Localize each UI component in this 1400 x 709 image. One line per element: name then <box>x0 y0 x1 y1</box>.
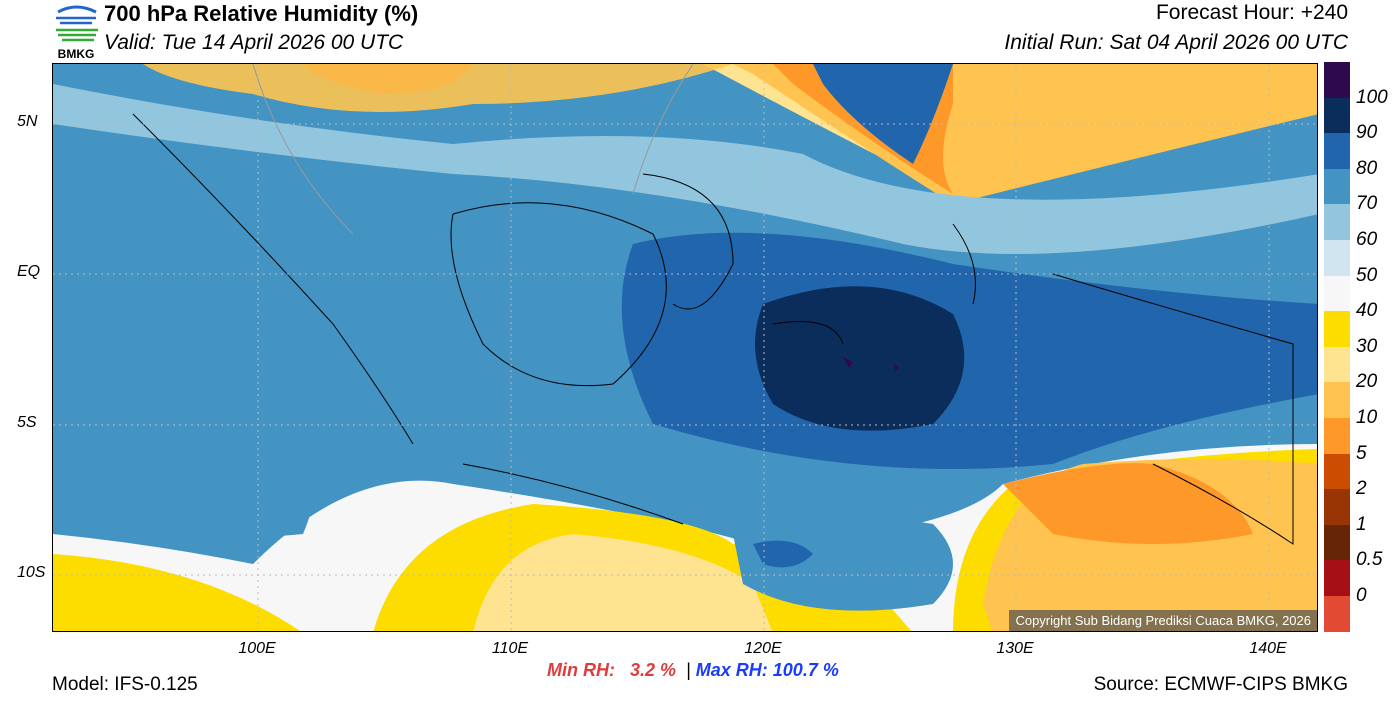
colorbar-bin <box>1324 595 1350 632</box>
colorbar-label: 70 <box>1356 193 1378 215</box>
lon-label: 130E <box>996 640 1034 657</box>
colorbar-label: 50 <box>1356 264 1378 286</box>
colorbar-label: 40 <box>1356 300 1378 322</box>
colorbar-bin <box>1324 204 1350 240</box>
colorbar-label: 1 <box>1356 513 1367 535</box>
bmkg-logo: BMKG <box>56 5 98 60</box>
lat-label: 5N <box>17 113 38 130</box>
colorbar-label: 2 <box>1356 478 1367 500</box>
colorbar-bin <box>1324 311 1350 347</box>
copyright-notice: Copyright Sub Bidang Prediksi Cuaca BMKG… <box>1009 610 1317 631</box>
lon-label: 120E <box>744 640 782 657</box>
colorbar-label: 30 <box>1356 335 1378 357</box>
map-title: 700 hPa Relative Humidity (%) <box>104 1 419 26</box>
colorbar-label: 90 <box>1356 122 1378 144</box>
colorbar-bin <box>1324 560 1350 596</box>
colorbar-bin <box>1324 524 1350 561</box>
svg-text:BMKG: BMKG <box>58 47 95 60</box>
lat-label: 10S <box>17 564 46 581</box>
colorbar-label: 0.5 <box>1356 549 1383 571</box>
initial-run: Initial Run: Sat 04 April 2026 00 UTC <box>1004 31 1348 54</box>
colorbar-bin <box>1324 97 1350 134</box>
lon-label: 110E <box>491 640 529 657</box>
max-rh-label: Max RH: <box>695 660 768 680</box>
lat-label: 5S <box>17 414 37 431</box>
forecast-hour: Forecast Hour: +240 <box>1155 1 1348 24</box>
source-label: Source: ECMWF-CIPS BMKG <box>1093 674 1348 695</box>
colorbar-label: 0 <box>1356 585 1367 606</box>
colorbar-bin <box>1324 275 1350 312</box>
colorbar-bin <box>1324 453 1350 490</box>
humidity-map: Copyright Sub Bidang Prediksi Cuaca BMKG… <box>52 63 1318 632</box>
colorbar-bin <box>1324 382 1350 418</box>
min-rh-label: Min RH: <box>547 660 615 680</box>
model-label: Model: IFS-0.125 <box>52 674 198 695</box>
colorbar-label: 20 <box>1356 371 1378 393</box>
colorbar-bin <box>1324 346 1350 383</box>
lat-label: EQ <box>17 263 41 280</box>
min-rh-value: 3.2 % <box>630 660 677 680</box>
colorbar-label: 80 <box>1356 157 1378 179</box>
colorbar-bin <box>1324 133 1350 169</box>
lon-label: 140E <box>1249 640 1287 657</box>
colorbar <box>1324 62 1350 632</box>
colorbar-bin <box>1324 168 1350 205</box>
colorbar-bin <box>1324 417 1350 454</box>
colorbar-label: 5 <box>1356 442 1367 464</box>
colorbar-label: 10 <box>1356 407 1378 428</box>
rh-stats: Min RH: 3.2 % | Max RH: 100.7 % <box>547 660 839 681</box>
separator: | <box>686 660 691 680</box>
max-rh-value: 100.7 % <box>772 660 839 680</box>
colorbar-bin <box>1324 62 1350 98</box>
colorbar-label: 100 <box>1356 86 1388 108</box>
colorbar-label: 60 <box>1356 229 1378 250</box>
lon-label: 100E <box>238 640 276 657</box>
colorbar-bin <box>1324 239 1350 276</box>
colorbar-bin <box>1324 489 1350 525</box>
valid-time: Valid: Tue 14 April 2026 00 UTC <box>104 31 404 54</box>
humidity-field <box>53 64 1317 631</box>
